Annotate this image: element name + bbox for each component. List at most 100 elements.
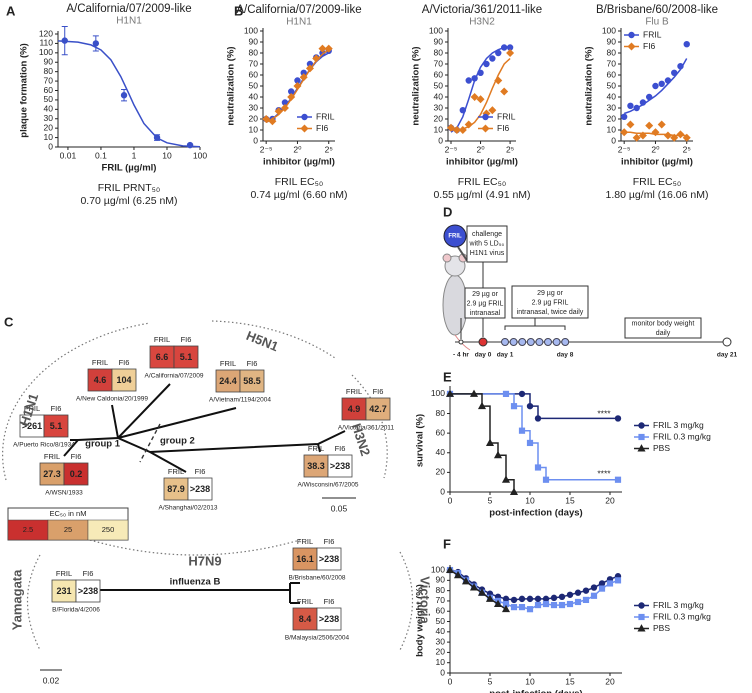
legend-label: FRIL bbox=[316, 111, 335, 121]
timeline-text: 2.9 µg FRIL bbox=[467, 300, 504, 307]
point bbox=[461, 577, 471, 585]
y-tick-label: 60 bbox=[436, 427, 446, 437]
strain-name: A/Wisconsin/67/2005 bbox=[297, 482, 358, 489]
y-tick-label: 80 bbox=[607, 47, 617, 57]
point bbox=[534, 595, 542, 603]
point bbox=[446, 123, 455, 132]
column-header: FI6 bbox=[373, 387, 384, 396]
point bbox=[582, 596, 590, 604]
y-tick-label: 100 bbox=[429, 25, 443, 35]
clade-label: H7N9 bbox=[188, 553, 221, 568]
y-tick-label: 10 bbox=[436, 657, 446, 667]
point bbox=[671, 69, 678, 77]
x-tick-label: 2⁵ bbox=[506, 144, 514, 154]
legend-label: FRIL 0.3 mg/kg bbox=[653, 611, 711, 621]
point bbox=[469, 583, 479, 591]
point bbox=[558, 601, 566, 609]
x-axis-label: inhibitor (µg/ml) bbox=[446, 157, 518, 168]
y-tick-label: 10 bbox=[434, 124, 444, 134]
timeline-text: 29 µg or bbox=[472, 291, 498, 298]
fit-curve bbox=[57, 40, 201, 148]
result: 0.55 µg/ml (4.91 nM) bbox=[433, 189, 530, 201]
column-header: FRIL bbox=[154, 335, 170, 344]
y-tick-label: 90 bbox=[434, 36, 444, 46]
x-axis-label: post-infection (days) bbox=[489, 689, 582, 693]
legend-marker bbox=[637, 444, 646, 452]
point bbox=[566, 591, 574, 598]
point bbox=[501, 475, 511, 483]
event-dot bbox=[478, 337, 488, 347]
point bbox=[590, 584, 598, 591]
ec50-cell bbox=[111, 368, 137, 392]
y-tick-label: 40 bbox=[249, 91, 259, 101]
x-axis-label: inhibitor (µg/ml) bbox=[621, 157, 693, 168]
y-tick-label: 100 bbox=[602, 25, 616, 35]
y-tick-label: 60 bbox=[607, 69, 617, 79]
chart-title: B/Brisbane/60/2008-like bbox=[596, 4, 718, 16]
column-header: FRIL bbox=[220, 359, 236, 368]
point bbox=[92, 40, 100, 47]
point bbox=[676, 130, 685, 139]
y-tick-label: 80 bbox=[434, 47, 444, 57]
point bbox=[518, 595, 526, 603]
ec50-cell bbox=[316, 547, 342, 571]
box bbox=[466, 225, 508, 263]
box bbox=[464, 287, 506, 319]
y-tick-label: 90 bbox=[44, 57, 54, 67]
y-tick-label: 20 bbox=[607, 113, 617, 123]
x-tick-label: 100 bbox=[193, 150, 207, 160]
chart-title: A/California/07/2009-like bbox=[66, 3, 191, 15]
panel-letter: E bbox=[443, 369, 452, 384]
point bbox=[614, 476, 622, 483]
point bbox=[620, 128, 629, 137]
legend-label: FRIL 3 mg/kg bbox=[653, 420, 704, 430]
point bbox=[186, 141, 194, 149]
y-tick-label: 40 bbox=[434, 91, 444, 101]
x-tick-label: 15 bbox=[565, 495, 575, 505]
tree-branches bbox=[2, 320, 413, 671]
point bbox=[534, 415, 542, 422]
y-tick-label: 30 bbox=[249, 102, 259, 112]
strain-name: A/New Caldonia/20/1999 bbox=[76, 396, 148, 403]
x-tick-label: 2⁰ bbox=[651, 144, 660, 154]
x-tick-label: 2⁰ bbox=[476, 144, 485, 154]
timeline-text: with 5 LD₅₀ bbox=[469, 240, 505, 247]
column-header: FI6 bbox=[324, 537, 335, 546]
point bbox=[574, 589, 582, 596]
y-tick-label: 40 bbox=[436, 447, 446, 457]
point bbox=[293, 81, 302, 91]
legend-marker bbox=[637, 624, 646, 632]
event-dot bbox=[458, 339, 464, 345]
column-header: FRIL bbox=[168, 467, 184, 476]
point bbox=[558, 593, 566, 601]
legend-swatch bbox=[87, 519, 129, 541]
legend-marker bbox=[638, 602, 645, 609]
point bbox=[510, 604, 518, 611]
point bbox=[518, 390, 526, 398]
point bbox=[598, 585, 606, 592]
dose-dots bbox=[501, 338, 570, 346]
legend-marker bbox=[482, 113, 489, 121]
legend-marker bbox=[627, 42, 636, 51]
y-axis-label: survival (%) bbox=[415, 414, 426, 467]
y-tick-label: 30 bbox=[436, 636, 446, 646]
point bbox=[683, 41, 690, 48]
strain-name: A/California/07/2009 bbox=[145, 373, 204, 380]
point bbox=[542, 600, 550, 608]
y-tick-label: 120 bbox=[39, 28, 53, 38]
point bbox=[550, 594, 558, 602]
day-label: day 8 bbox=[557, 352, 574, 359]
result: 0.70 µg/ml (6.25 nM) bbox=[80, 195, 177, 207]
y-tick-label: 80 bbox=[249, 47, 259, 57]
y-tick-label: 70 bbox=[607, 58, 617, 68]
line bbox=[449, 569, 619, 601]
y-tick-label: 80 bbox=[44, 66, 54, 76]
point bbox=[305, 64, 314, 73]
point bbox=[534, 464, 542, 471]
point bbox=[458, 125, 467, 135]
legend-marker bbox=[638, 422, 645, 429]
x-axis-label: post-infection (days) bbox=[489, 508, 582, 519]
column-header: FRIL bbox=[297, 537, 313, 546]
y-axis-label: body weight (%) bbox=[415, 584, 426, 657]
y-tick-label: 60 bbox=[434, 69, 444, 79]
